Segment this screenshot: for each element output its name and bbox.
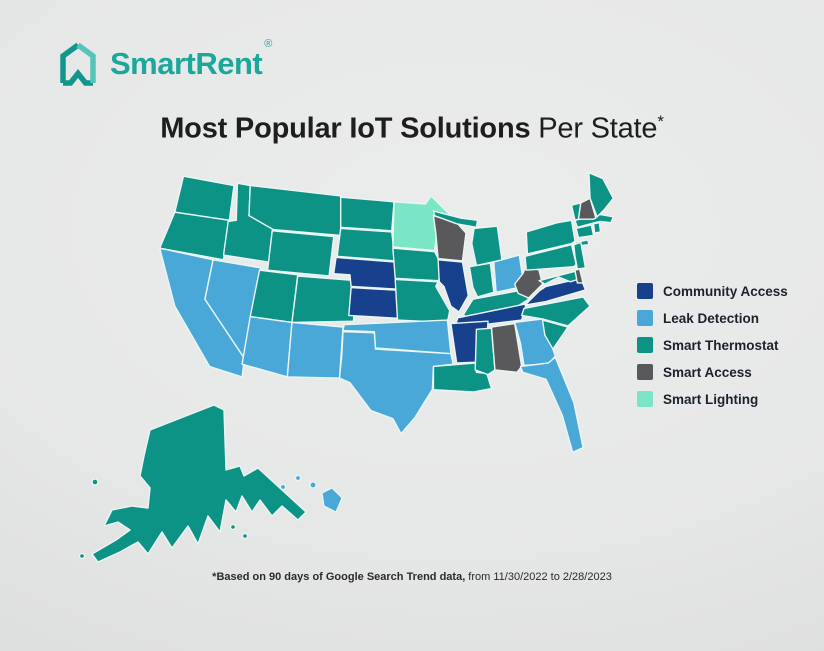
title-asterisk: * (657, 112, 664, 131)
state-pa (524, 243, 577, 271)
smartrent-logo: SmartRent® (56, 37, 272, 86)
state-wy (266, 230, 335, 277)
state-ak-island (91, 478, 99, 486)
legend-item-leak-detection: Leak Detection (637, 310, 788, 326)
state-ak-island (229, 523, 237, 531)
state-ak-island (241, 532, 249, 540)
legend-label: Smart Lighting (663, 391, 759, 407)
state-mt (248, 184, 342, 237)
legend-swatch-0 (637, 283, 653, 299)
legend-swatch-3 (637, 364, 653, 380)
legend-label: Leak Detection (663, 310, 760, 326)
state-mi (432, 210, 503, 267)
state-az (241, 315, 293, 378)
footnote-bold: *Based on 90 days of Google Search Trend… (212, 571, 466, 583)
legend-swatch-2 (637, 337, 653, 353)
state-al (490, 322, 523, 373)
title-regular: Per State (530, 112, 658, 145)
state-sc (541, 319, 569, 350)
state-me (588, 172, 614, 218)
state-ct (575, 224, 595, 239)
state-tx (338, 330, 454, 435)
legend-item-smart-lighting: Smart Lighting (637, 391, 788, 407)
state-nm (286, 321, 344, 379)
legend: Community Access Leak Detection Smart Th… (637, 283, 788, 418)
state-co (291, 275, 358, 324)
state-ri (592, 221, 602, 234)
legend-item-smart-thermostat: Smart Thermostat (637, 337, 788, 353)
footnote: *Based on 90 days of Google Search Trend… (0, 571, 824, 583)
state-hi-big-island (321, 487, 343, 513)
state-ak (91, 404, 307, 563)
state-hi-island (309, 481, 317, 489)
state-ms (474, 327, 496, 376)
state-ut (249, 269, 299, 324)
state-il (437, 259, 469, 313)
state-nj (573, 241, 587, 270)
registered-mark: ® (264, 37, 272, 50)
state-hi-island (279, 483, 287, 491)
house-icon (60, 42, 96, 86)
state-ma (574, 213, 614, 228)
brand-wordmark: SmartRent (110, 45, 263, 81)
legend-item-community-access: Community Access (637, 283, 788, 299)
state-nd (339, 196, 395, 232)
state-nc (520, 296, 591, 327)
state-hi-island (294, 474, 302, 482)
legend-label: Smart Thermostat (663, 337, 779, 353)
state-mo (394, 278, 451, 324)
state-ak-island (78, 552, 86, 560)
page-title: Most Popular IoT Solutions Per State* (0, 112, 824, 146)
legend-label: Community Access (663, 283, 788, 299)
state-or (159, 211, 231, 261)
footnote-regular: from 11/30/2022 to 2/28/2023 (465, 571, 612, 583)
state-fl (519, 356, 584, 454)
title-bold: Most Popular IoT Solutions (160, 112, 531, 145)
legend-item-smart-access: Smart Access (637, 364, 788, 380)
state-ia (392, 247, 445, 282)
legend-label: Smart Access (663, 364, 752, 380)
legend-swatch-4 (637, 391, 653, 407)
state-sd (336, 227, 396, 262)
legend-swatch-1 (637, 310, 653, 326)
state-in (468, 262, 495, 298)
